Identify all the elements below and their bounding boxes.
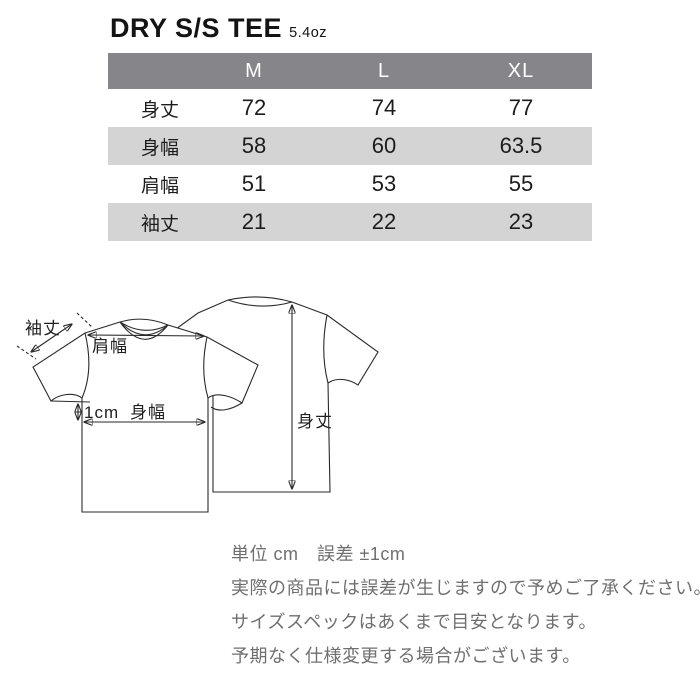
table-row-body-length: 身丈 72 74 77 (108, 89, 592, 127)
note-spec-guide: サイズスペックはあくまで目安となります。 (231, 612, 597, 632)
row-label: 肩幅 (140, 175, 179, 197)
size-column-header-m: M (245, 59, 263, 82)
shoulder-width-arrow (88, 335, 204, 336)
front-armhole-seam-left (81, 332, 90, 399)
sleeve-length-arrow (31, 324, 72, 352)
table-row-shoulder-width: 肩幅 51 53 55 (108, 165, 592, 203)
row-label: 身幅 (140, 137, 179, 159)
notes-block: 単位 cm 誤差 ±1cm 実際の商品には誤差が生じますので予めご了承ください。… (231, 537, 700, 673)
front-armhole-seam-right (203, 336, 209, 399)
size-column-header-l: L (377, 59, 391, 82)
cell-value: 63.5 (499, 133, 543, 158)
front-collar-band-inner (119, 321, 169, 331)
size-table-header-row: M L XL (108, 53, 592, 89)
size-table-corner-cell (108, 53, 190, 89)
table-row-body-width: 身幅 58 60 63.5 (108, 127, 592, 165)
table-row-sleeve-length: 袖丈 21 22 23 (108, 203, 592, 241)
cell-value: 55 (508, 171, 534, 196)
seam-offset-label: 1cm (84, 403, 119, 422)
row-label: 袖丈 (140, 213, 179, 235)
cell-value: 53 (371, 171, 397, 196)
cell-value: 51 (241, 171, 267, 196)
body-length-label: 身丈 (297, 412, 333, 431)
row-label: 身丈 (140, 99, 179, 121)
tshirt-measurement-diagram: 袖丈 肩幅 1cm 身幅 身丈 (16, 296, 379, 513)
note-units: 単位 cm 誤差 ±1cm (231, 544, 406, 564)
shoulder-width-label: 肩幅 (92, 337, 128, 356)
sleeve-length-extension-top (76, 312, 94, 329)
seam-offset-tick (50, 400, 91, 403)
back-sleeve-edge (210, 402, 243, 411)
body-width-label: 身幅 (130, 403, 166, 422)
note-spec-change: 予期なく仕様変更する場合がございます。 (231, 646, 581, 666)
product-title: DRY S/S TEE 5.4oz (110, 13, 327, 44)
sleeve-length-label: 袖丈 (25, 319, 61, 338)
cell-value: 22 (371, 209, 397, 234)
back-armhole-seam (323, 314, 329, 384)
cell-value: 77 (508, 95, 534, 120)
cell-value: 23 (508, 209, 534, 234)
cell-value: 72 (241, 95, 267, 120)
product-name: DRY S/S TEE (110, 13, 283, 43)
size-column-header-xl: XL (507, 59, 535, 82)
cell-value: 60 (371, 133, 397, 158)
sleeve-length-extension-bottom (16, 345, 37, 360)
back-collar-line (227, 299, 293, 307)
cell-value: 58 (241, 133, 267, 158)
cell-value: 21 (241, 209, 267, 234)
product-weight: 5.4oz (289, 25, 328, 41)
note-tolerance: 実際の商品には誤差が生じますので予めご了承ください。 (231, 578, 700, 598)
cell-value: 74 (371, 95, 397, 120)
size-table: M L XL 身丈 72 74 77 身幅 58 60 63.5 肩幅 51 5… (108, 53, 592, 241)
